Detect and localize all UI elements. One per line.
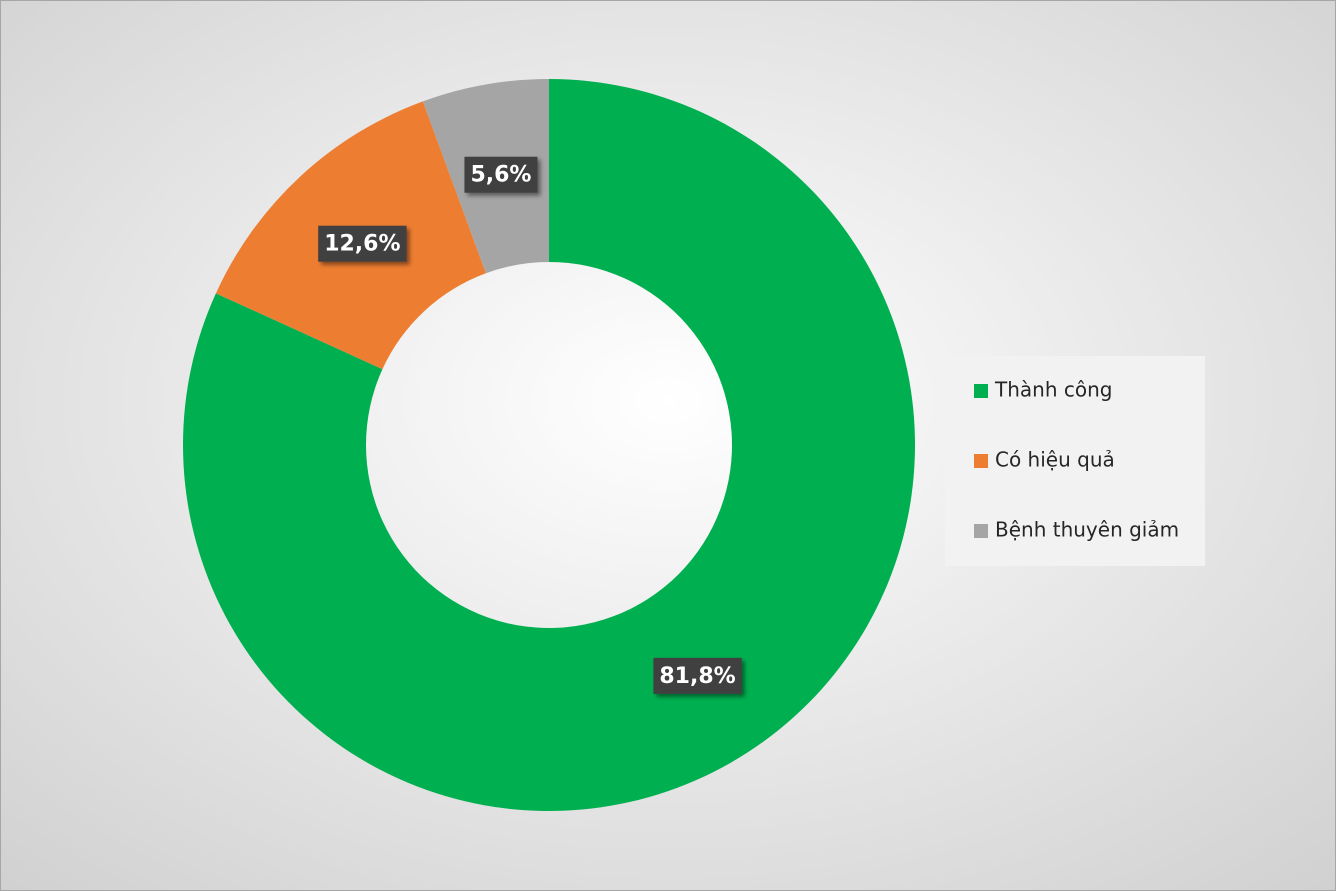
legend-swatch — [974, 384, 988, 398]
legend-label: Bệnh thuyên giảm — [995, 518, 1179, 542]
data-label: 5,6% — [464, 156, 538, 193]
data-label-box — [318, 225, 407, 262]
data-label-text: 12,6% — [324, 232, 400, 257]
legend-swatch — [974, 454, 988, 468]
data-label-text: 5,6% — [470, 163, 531, 188]
data-label-box — [653, 657, 742, 694]
legend-label: Có hiệu quả — [995, 448, 1115, 472]
legend-swatch — [974, 524, 988, 538]
legend-box — [945, 356, 1205, 566]
legend-label: Thành công — [994, 378, 1112, 402]
data-label-box — [464, 156, 538, 193]
data-label-text: 81,8% — [659, 664, 735, 689]
data-label: 12,6% — [318, 225, 407, 262]
data-label: 81,8% — [653, 657, 742, 694]
donut-segment — [182, 79, 915, 811]
